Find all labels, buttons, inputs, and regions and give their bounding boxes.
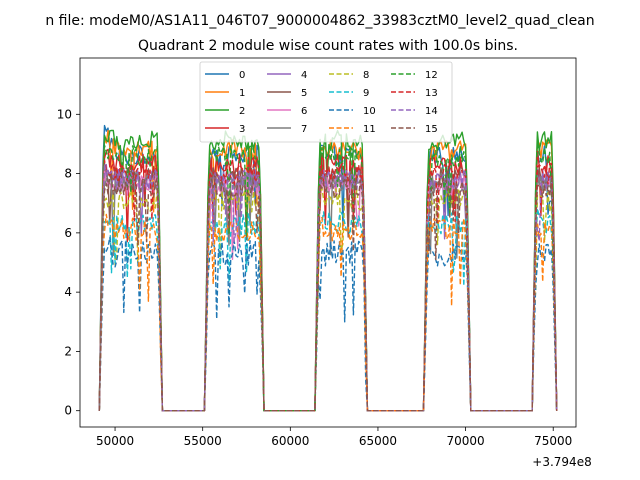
legend-label: 14 xyxy=(425,106,438,117)
series-layer xyxy=(98,124,558,412)
legend-label: 5 xyxy=(301,88,307,99)
x-axis: 50000 55000 60000 65000 70000 75000 xyxy=(96,427,572,448)
series-line-15 xyxy=(98,175,558,412)
series-line-9 xyxy=(98,207,558,412)
legend-label: 4 xyxy=(301,70,307,81)
y-tick-label: 6 xyxy=(64,226,72,240)
legend-label: 8 xyxy=(363,70,369,81)
legend-label: 10 xyxy=(363,106,376,117)
legend-label: 2 xyxy=(239,106,245,117)
series-line-11 xyxy=(98,213,558,412)
legend-label: 3 xyxy=(239,124,245,135)
y-tick-label: 2 xyxy=(64,344,72,358)
series-line-5 xyxy=(98,162,558,412)
x-tick-label: 60000 xyxy=(271,434,309,448)
x-tick-label: 50000 xyxy=(96,434,134,448)
legend-frame xyxy=(199,61,453,143)
y-tick-label: 8 xyxy=(64,167,72,181)
x-offset-label: +3.794e8 xyxy=(532,455,591,469)
legend-label: 12 xyxy=(425,70,438,81)
y-tick-label: 4 xyxy=(64,285,72,299)
series-line-6 xyxy=(98,168,558,412)
series-line-14 xyxy=(98,163,558,412)
x-tick-label: 65000 xyxy=(359,434,397,448)
legend-label: 15 xyxy=(425,124,438,135)
y-tick-label: 0 xyxy=(64,404,72,418)
legend-label: 9 xyxy=(363,88,369,99)
series-line-10 xyxy=(98,236,558,412)
legend-label: 13 xyxy=(425,88,438,99)
x-tick-label: 75000 xyxy=(534,434,572,448)
series-line-13 xyxy=(98,159,558,412)
legend-label: 0 xyxy=(239,70,245,81)
legend-label: 1 xyxy=(239,88,245,99)
x-tick-label: 55000 xyxy=(184,434,222,448)
axes-frame xyxy=(79,57,577,428)
legend-label: 11 xyxy=(363,124,376,135)
series-line-7 xyxy=(98,171,558,412)
y-tick-label: 10 xyxy=(57,107,72,121)
legend-label: 7 xyxy=(301,124,307,135)
y-axis: 0 2 4 6 8 10 xyxy=(57,107,80,418)
chart-title: Quadrant 2 module wise count rates with … xyxy=(138,38,518,54)
figure-suptitle: n file: modeM0/AS1A11_046T07_9000004862_… xyxy=(45,13,594,29)
series-line-4 xyxy=(98,163,558,412)
x-tick-label: 70000 xyxy=(446,434,484,448)
legend-label: 6 xyxy=(301,106,307,117)
